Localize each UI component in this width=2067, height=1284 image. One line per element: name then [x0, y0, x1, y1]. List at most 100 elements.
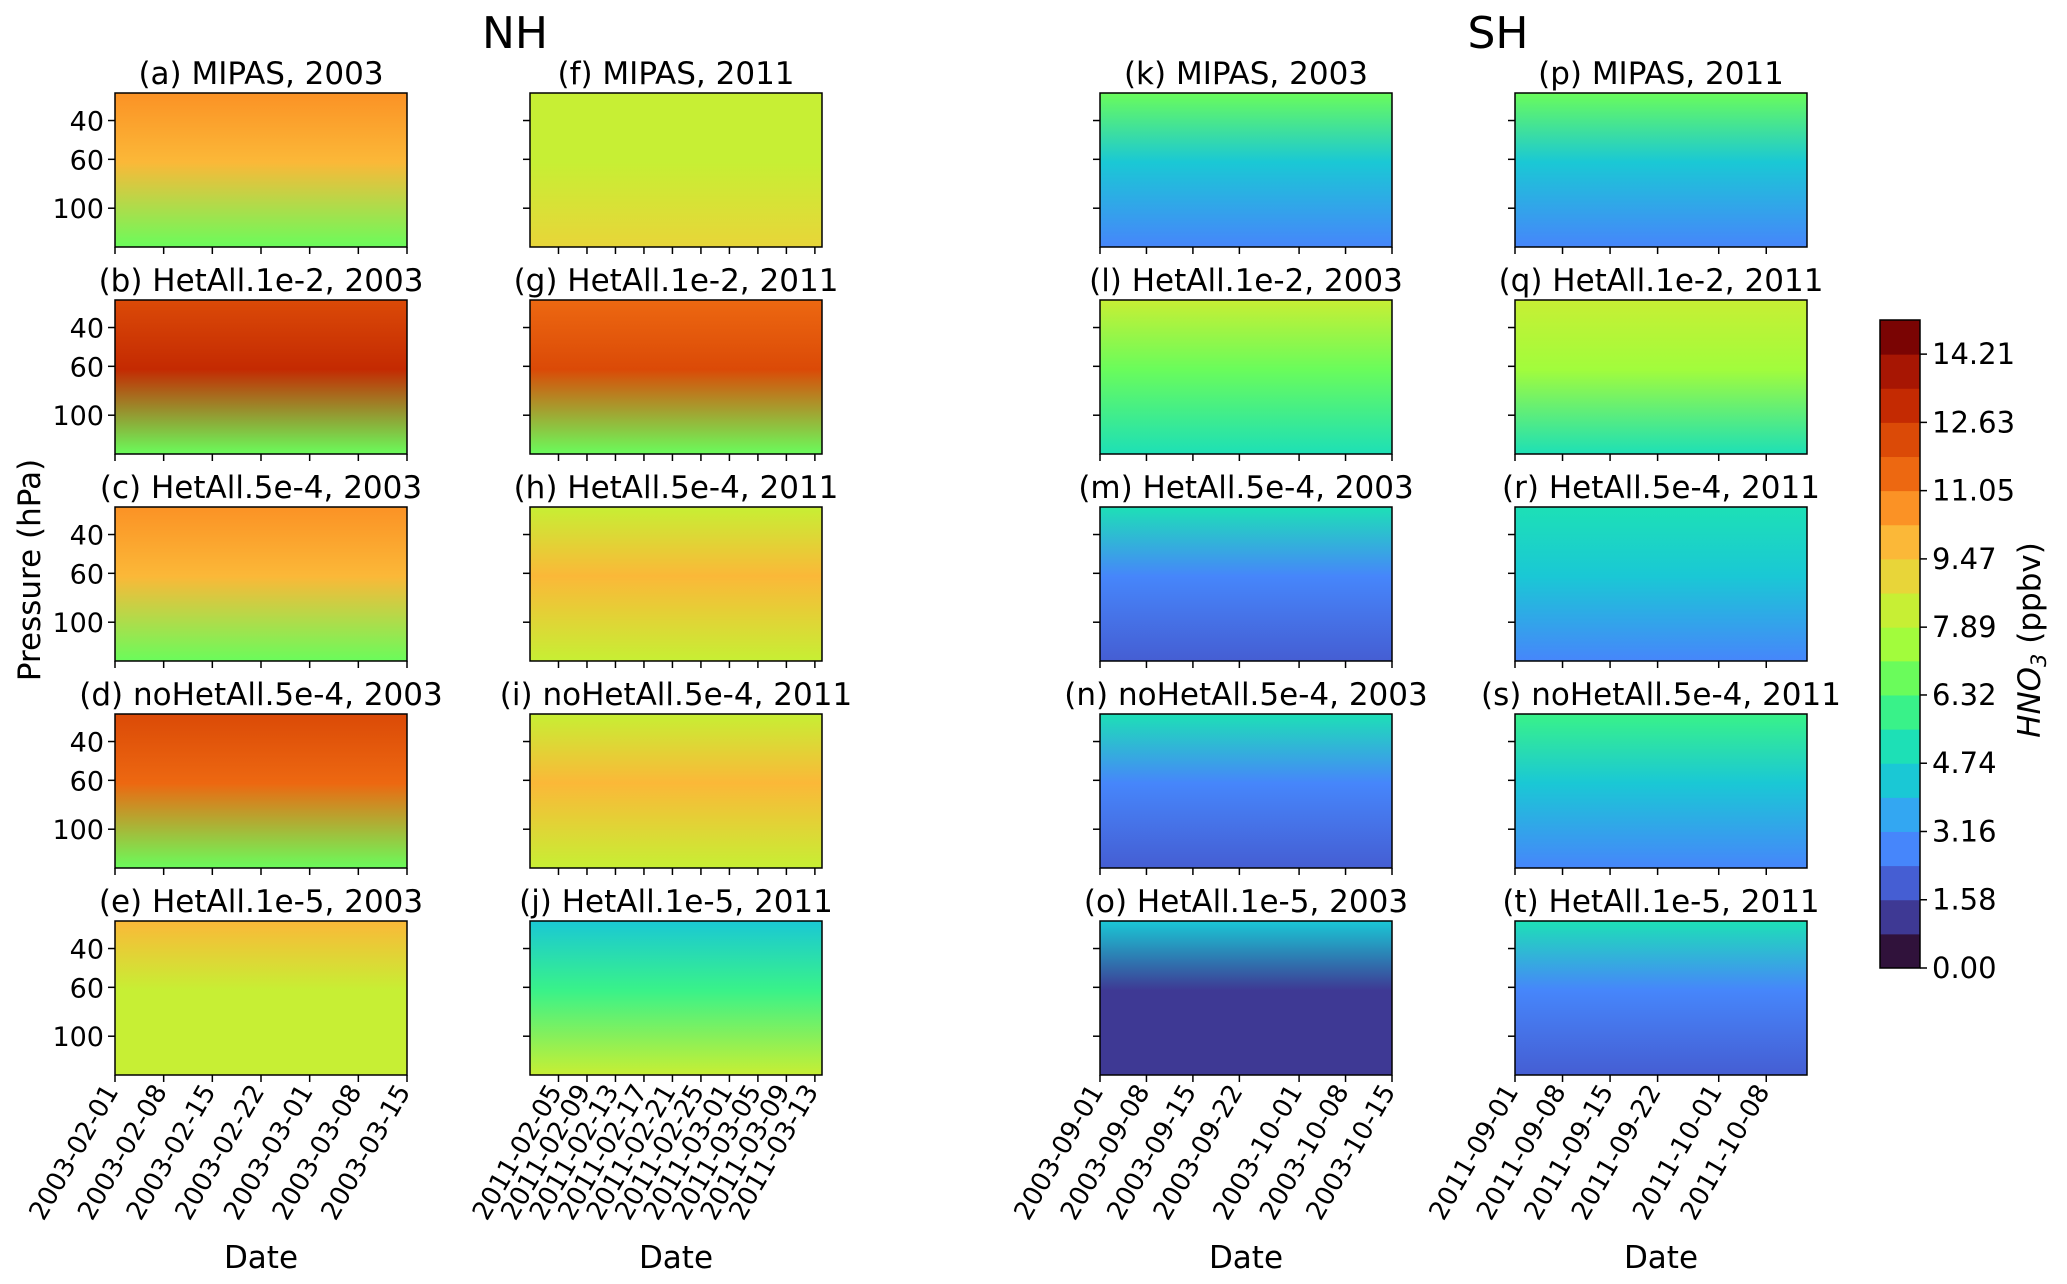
heatmap-field [1515, 507, 1807, 661]
panel-title: (m) HetAll.5e-4, 2003 [1078, 470, 1413, 506]
heatmap-field [1100, 300, 1392, 454]
colorbar-tick-label: 0.00 [1932, 951, 1997, 985]
panel-title: (i) noHetAll.5e-4, 2011 [500, 677, 852, 713]
colorbar-label-unit: (ppbv) [2012, 542, 2048, 653]
panel: (e) HetAll.1e-5, 200340601002003-02-0120… [24, 884, 424, 1225]
colorbar-frame [1879, 319, 1921, 969]
panel: (m) HetAll.5e-4, 2003 [1078, 470, 1414, 668]
panel: (b) HetAll.1e-2, 2003 40 60 100 [52, 263, 423, 461]
colorbar-segment [1880, 899, 1920, 935]
colorbar-segment [1880, 558, 1920, 594]
heatmap-field [530, 93, 822, 247]
y-tick-label: 100 [52, 194, 104, 225]
colorbar-label-var: HNO [2012, 667, 2048, 738]
y-tick-label: 40 [70, 935, 104, 966]
colorbar-tick-label: 4.74 [1932, 746, 1997, 780]
heatmap-field [1515, 921, 1807, 1075]
panel-frame [1514, 506, 1808, 662]
x-axis-label: Date [1209, 1240, 1283, 1276]
colorbar-segment [1880, 627, 1920, 662]
panel: (t) HetAll.1e-5, 20112011-09-012011-09-0… [1424, 884, 1820, 1225]
colorbar-segment [1880, 933, 1920, 969]
panel-title: (d) noHetAll.5e-4, 2003 [79, 677, 442, 713]
colorbar-segment [1880, 524, 1920, 560]
heatmap-field [1100, 921, 1392, 1075]
panel: (g) HetAll.1e-2, 2011 [514, 263, 839, 461]
panel-title: (k) MIPAS, 2003 [1124, 56, 1368, 92]
panel-title: (q) HetAll.1e-2, 2011 [1499, 263, 1824, 299]
panel-frame [1514, 92, 1808, 248]
panel: (h) HetAll.5e-4, 2011 [514, 470, 839, 668]
heatmap-field [530, 300, 822, 454]
panel-title: (h) HetAll.5e-4, 2011 [514, 470, 839, 506]
colorbar-segment [1880, 763, 1920, 798]
panel: (i) noHetAll.5e-4, 2011 [500, 677, 852, 875]
panel-title: (r) HetAll.5e-4, 2011 [1502, 470, 1820, 506]
panel-title: (b) HetAll.1e-2, 2003 [99, 263, 424, 299]
heatmap-field [530, 507, 822, 661]
heatmap-field [1100, 714, 1392, 868]
panel-frame [1099, 920, 1393, 1076]
colorbar-segment [1880, 660, 1920, 696]
heatmap-field [530, 921, 822, 1075]
x-axis-label: Date [1624, 1240, 1698, 1276]
y-tick-label: 60 [70, 766, 104, 797]
panel: (s) noHetAll.5e-4, 2011 [1481, 677, 1841, 875]
panel-title: (j) HetAll.1e-5, 2011 [519, 884, 833, 920]
panel-title: (t) HetAll.1e-5, 2011 [1502, 884, 1819, 920]
panel-frame [529, 506, 823, 662]
panel: (p) MIPAS, 2011 [1508, 56, 1808, 254]
panel-title: (o) HetAll.1e-5, 2003 [1084, 884, 1408, 920]
colorbar-segment [1880, 456, 1920, 492]
panel: (f) MIPAS, 2011 [523, 56, 823, 254]
colorbar-tick-label: 1.58 [1932, 883, 1997, 917]
panel-title: (n) noHetAll.5e-4, 2003 [1064, 677, 1427, 713]
panel-frame [529, 713, 823, 869]
colorbar-tick-label: 7.89 [1932, 610, 1997, 644]
y-tick-label: 100 [52, 815, 104, 846]
y-tick-label: 60 [70, 559, 104, 590]
heatmap-field [1515, 714, 1807, 868]
y-tick-label: 100 [52, 1022, 104, 1053]
x-axis-label: Date [639, 1240, 713, 1276]
heatmap-field [1515, 93, 1807, 247]
colorbar-label: HNO3 (ppbv) [2012, 542, 2051, 738]
y-tick-label: 40 [70, 521, 104, 552]
panel-title: (s) noHetAll.5e-4, 2011 [1481, 677, 1841, 713]
heatmap-field [115, 507, 407, 661]
heatmap-field [1100, 507, 1392, 661]
panel: (o) HetAll.1e-5, 20032003-09-012003-09-0… [1009, 884, 1409, 1225]
hemisphere-label-nh: NH [482, 8, 548, 59]
colorbar-segment [1880, 831, 1920, 867]
panel-frame [1099, 713, 1393, 869]
x-axis-label: Date [224, 1240, 298, 1276]
panel-frame [1099, 506, 1393, 662]
colorbar-segment [1880, 422, 1920, 458]
colorbar-segment [1880, 865, 1920, 901]
panel-title: (g) HetAll.1e-2, 2011 [514, 263, 839, 299]
y-tick-label: 100 [52, 401, 104, 432]
panel-title: (f) MIPAS, 2011 [557, 56, 794, 92]
heatmap-field [115, 714, 407, 868]
colorbar-segment [1880, 694, 1920, 730]
panel-frame [1099, 92, 1393, 248]
heatmap-field [115, 921, 407, 1075]
panel-frame [529, 92, 823, 248]
panel-title: (a) MIPAS, 2003 [138, 56, 383, 92]
heatmap-field [115, 93, 407, 247]
colorbar-segment [1880, 797, 1920, 832]
y-tick-label: 40 [70, 107, 104, 138]
colorbar-tick-label: 9.47 [1932, 542, 1997, 576]
colorbar-label-subscript: 3 [2027, 654, 2051, 667]
hemisphere-label-sh: SH [1467, 8, 1528, 59]
colorbar-segment [1880, 593, 1920, 628]
y-tick-label: 40 [70, 728, 104, 759]
panel: (k) MIPAS, 2003 [1093, 56, 1393, 254]
colorbar-segment [1880, 388, 1920, 423]
panel-frame [1514, 299, 1808, 455]
colorbar-tick-label: 14.21 [1932, 337, 2015, 371]
y-tick-label: 60 [70, 973, 104, 1004]
panel-frame [529, 920, 823, 1076]
colorbar-segment [1880, 490, 1920, 526]
